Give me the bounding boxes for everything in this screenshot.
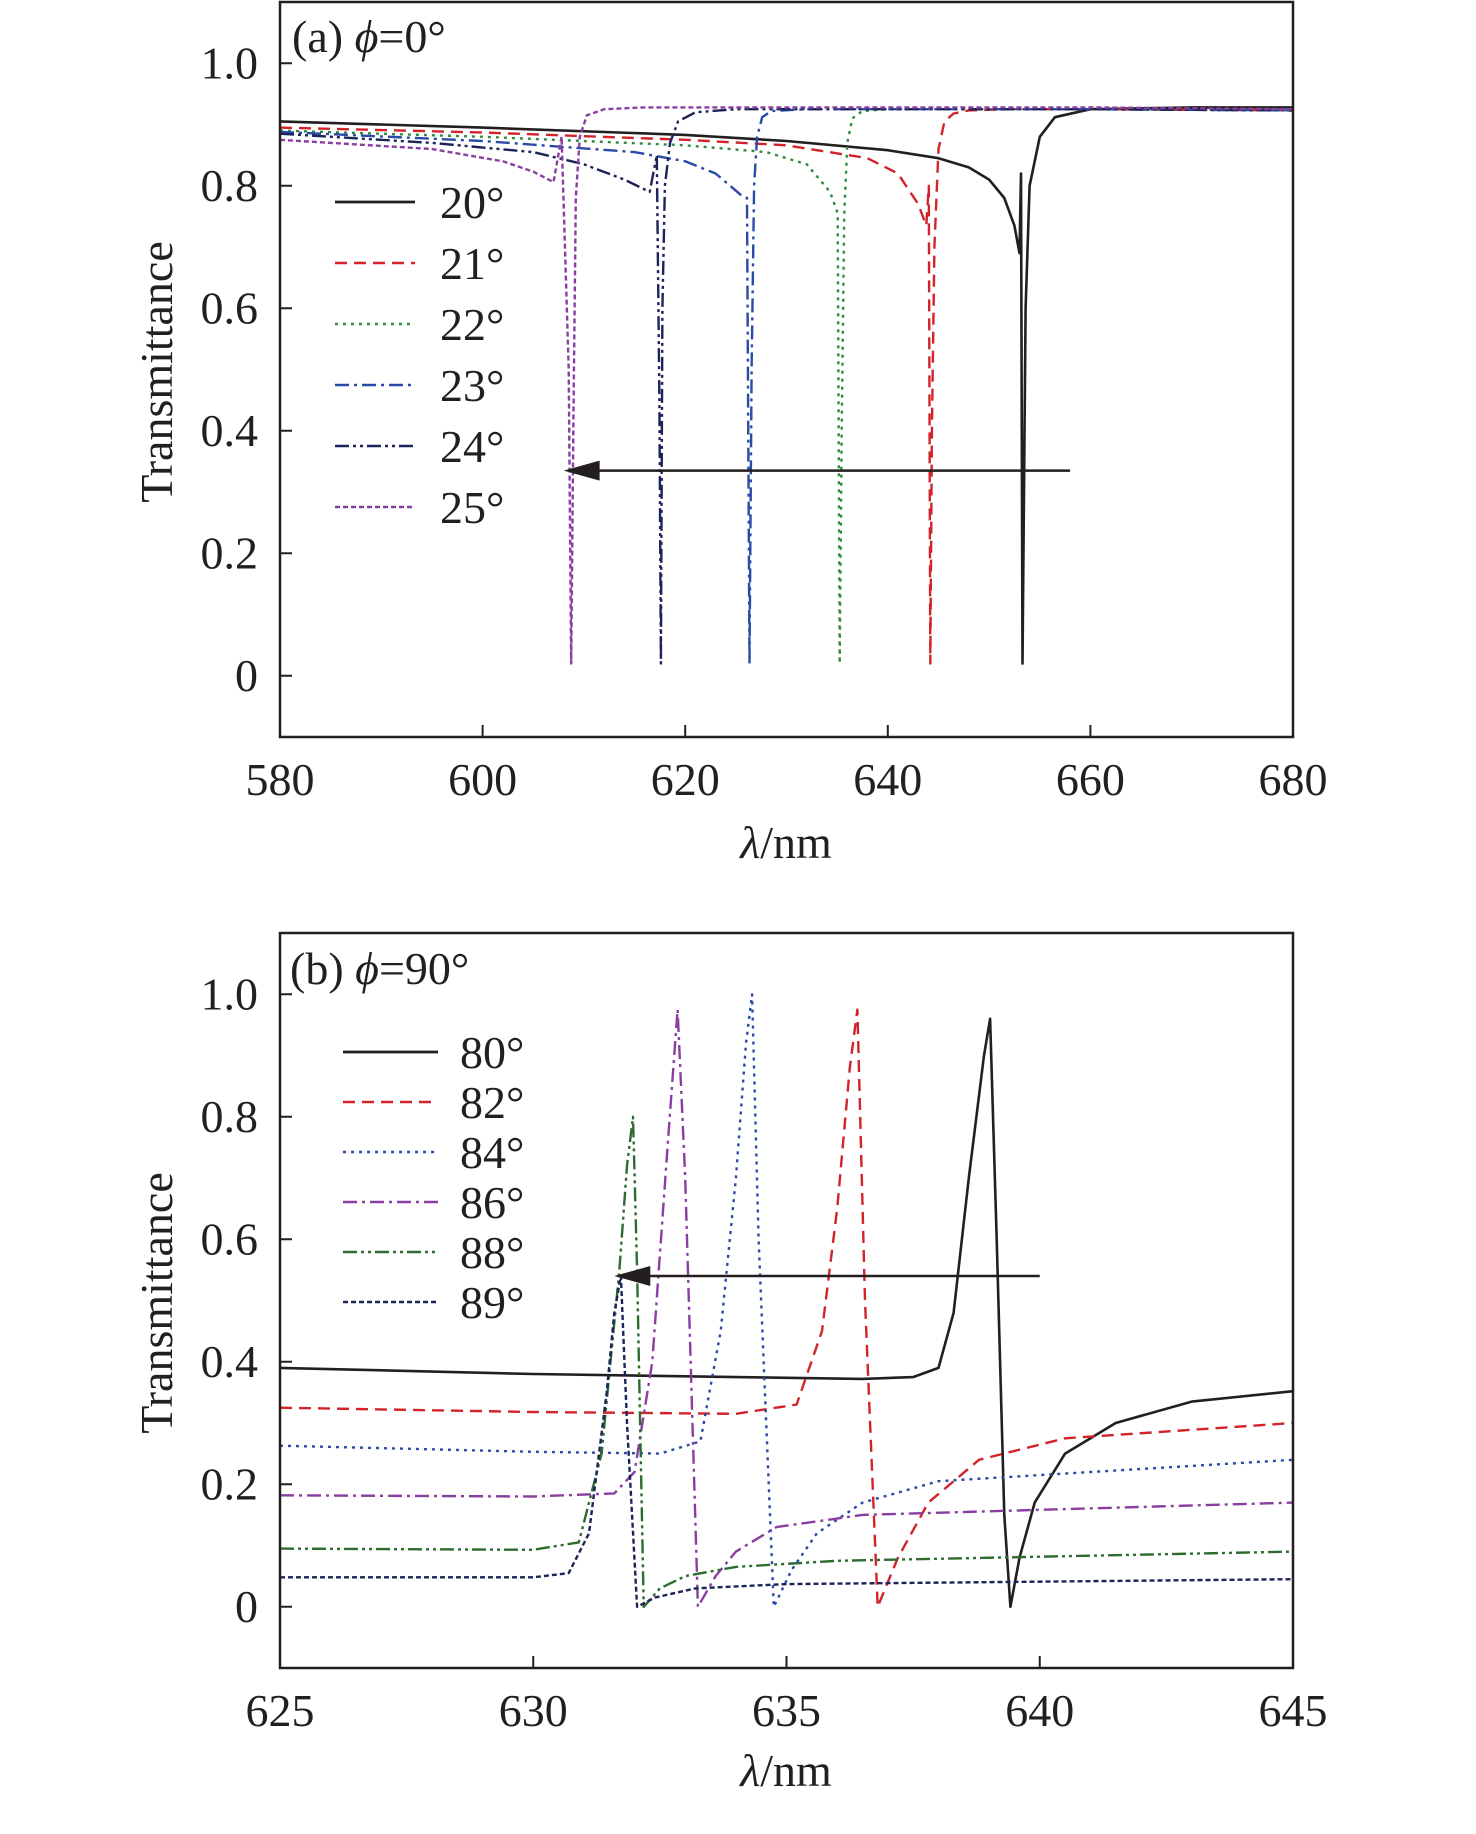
panel-b-y-tick-label: 0.4 [201, 1336, 259, 1387]
panel-b-y-tick-label: 0.8 [201, 1091, 259, 1142]
panel-b-frame [278, 931, 1295, 1670]
panel-b-legend-label: 82° [460, 1077, 524, 1128]
panel-a-curves [280, 106, 1293, 665]
panel-b-series-88deg [280, 1115, 1293, 1608]
panel-b-chart: 625 630 635 640 645 0 0.2 0.4 0.6 0.8 1.0 (b) ϕ=9… [131, 931, 1328, 1796]
panel-b-curves [280, 993, 1293, 1609]
panel-b-series-86deg [280, 1008, 1293, 1608]
panel-b-legend-label: 88° [460, 1227, 524, 1278]
panel-b-x-tick-label: 640 [1005, 1685, 1074, 1736]
panel-b-arrow-head [614, 1266, 651, 1286]
panel-b-x-tick-label: 645 [1259, 1685, 1328, 1736]
panel-a-x-tick-label: 580 [246, 754, 315, 805]
panel-b-x-axis-title: λ/nm [738, 1745, 832, 1796]
panel-a-y-tick-label: 0.2 [201, 527, 259, 578]
panel-a-legend-label: 22° [440, 299, 504, 350]
panel-a-y-axis: 0 0.2 0.4 0.6 0.8 1.0 [201, 37, 292, 701]
panel-b-label: (b) ϕ=90° [290, 943, 469, 994]
panel-a-legend-label: 23° [440, 360, 504, 411]
panel-a-legend-label: 25° [440, 482, 504, 533]
panel-b-y-tick-label: 0.2 [201, 1458, 259, 1509]
panel-b-y-axis-title: Transmittance [131, 1172, 182, 1434]
panel-a-y-axis-title: Transmittance [131, 241, 182, 503]
panel-b-y-tick-label: 0 [235, 1581, 258, 1632]
panel-b-legend: 80°82°84°86°88°89° [343, 1027, 524, 1328]
panel-b-y-tick-label: 1.0 [201, 968, 259, 1019]
panel-a-y-tick-label: 0 [235, 650, 258, 701]
panel-a-y-tick-label: 0.8 [201, 160, 259, 211]
panel-a-y-tick-label: 1.0 [201, 37, 259, 88]
panel-a-series-23deg [280, 108, 1293, 665]
panel-a-series-24deg [280, 108, 1293, 665]
panel-a-x-axis-title: λ/nm [738, 817, 832, 868]
panel-b-series-89deg [280, 1274, 1293, 1608]
panel-a-arrow-head [563, 460, 600, 481]
panel-a-chart: 580 600 620 640 660 680 0 0.2 0.4 0.6 0.8 1.0 (a) … [131, 0, 1328, 868]
panel-b-legend-label: 86° [460, 1177, 524, 1228]
panel-a-series-22deg [280, 108, 1293, 665]
panel-b-y-axis: 0 0.2 0.4 0.6 0.8 1.0 [201, 968, 292, 1632]
panel-b-series-80deg [280, 1017, 1293, 1609]
panel-a-series-25deg [280, 106, 1293, 665]
panel-a-label: (a) ϕ=0° [292, 11, 446, 62]
panel-a-x-tick-label: 600 [448, 754, 517, 805]
panel-b-x-tick-label: 630 [499, 1685, 568, 1736]
panel-a-x-tick-label: 640 [853, 754, 922, 805]
panel-a-x-tick-label: 680 [1259, 754, 1328, 805]
panel-a-x-tick-label: 660 [1056, 754, 1125, 805]
panel-a-x-tick-label: 620 [651, 754, 720, 805]
panel-a-legend: 20° 21° 22° 23° 24° 25° [335, 177, 504, 533]
panel-b-x-axis: 625 630 635 640 645 [246, 1656, 1328, 1736]
panel-a-y-tick-label: 0.6 [201, 282, 259, 333]
panel-a-x-axis: 580 600 620 640 660 680 [246, 725, 1328, 805]
panel-b-series-82deg [280, 1008, 1293, 1608]
panel-b-shift-arrow [614, 1266, 1040, 1286]
panel-a-frame [278, 0, 1295, 739]
panel-a-legend-label: 21° [440, 238, 504, 289]
panel-a-legend-label: 24° [440, 421, 504, 472]
panel-b-legend-label: 80° [460, 1027, 524, 1078]
panel-b-legend-label: 84° [460, 1127, 524, 1178]
panel-a-shift-arrow [563, 460, 1071, 481]
panel-a-legend-label: 20° [440, 177, 504, 228]
panel-a-series-21deg [280, 108, 1293, 665]
panel-a-series-20deg [280, 106, 1293, 665]
panel-a-y-tick-label: 0.4 [201, 405, 259, 456]
panel-b-y-tick-label: 0.6 [201, 1213, 259, 1264]
panel-b-x-tick-label: 635 [752, 1685, 821, 1736]
panel-b-legend-label: 89° [460, 1277, 524, 1328]
panel-b-x-tick-label: 625 [246, 1685, 315, 1736]
panel-b-series-84deg [280, 993, 1293, 1608]
